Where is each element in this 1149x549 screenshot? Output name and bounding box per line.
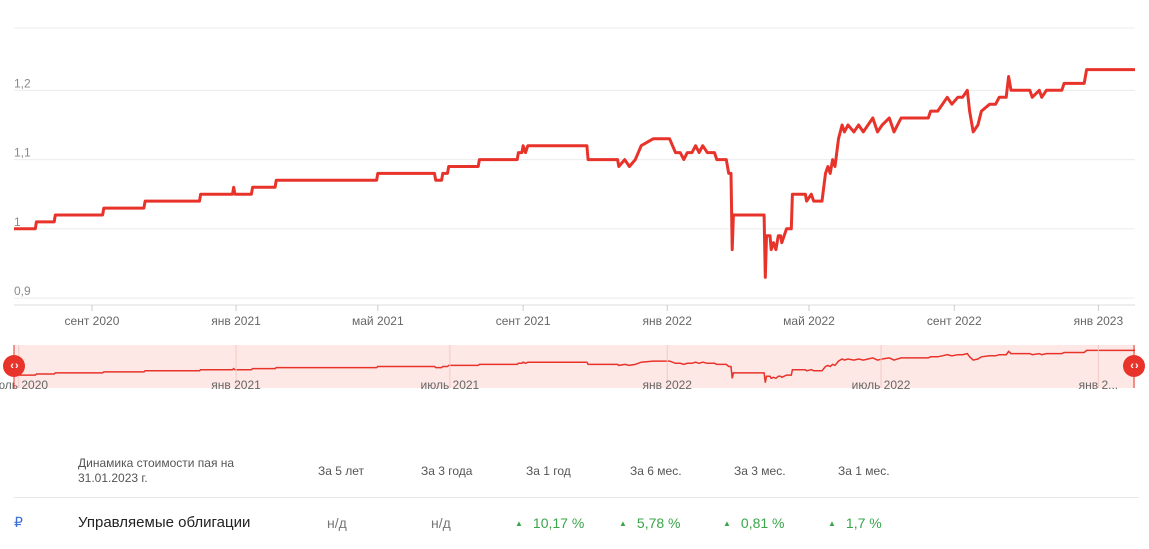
y-tick-label: 1 xyxy=(14,215,21,229)
value-3-months: ▲ 0,81 % xyxy=(723,515,785,531)
range-navigator[interactable]: июль 2020 янв 2021 июль 2021 янв 2022 июль 2… xyxy=(0,345,1135,392)
navigator-left-handle[interactable]: ‹ › xyxy=(3,355,25,377)
navigator-series-line xyxy=(14,349,1135,383)
table-divider xyxy=(14,497,1139,498)
column-1-month: За 1 мес. xyxy=(838,464,890,478)
navigator-tick-label: янв 2... xyxy=(1079,378,1119,392)
column-3-years: За 3 года xyxy=(421,464,473,478)
navigator-tick-label: янв 2022 xyxy=(642,378,692,392)
value-1-year-text: 10,17 % xyxy=(532,515,585,531)
series-line xyxy=(14,68,1135,279)
navigator-tick-label: янв 2021 xyxy=(211,378,261,392)
main-series xyxy=(14,68,1135,279)
navigator-right-handle[interactable]: ‹ › xyxy=(1123,355,1145,377)
resize-arrows-icon: ‹ › xyxy=(10,360,18,372)
column-6-months: За 6 мес. xyxy=(630,464,682,478)
column-3-months: За 3 мес. xyxy=(734,464,786,478)
value-3-months-text: 0,81 % xyxy=(740,515,785,531)
navigator-tick-label: июль 2022 xyxy=(852,378,911,392)
value-1-month-text: 1,7 % xyxy=(845,515,882,531)
navigator-tick-label: июль 2021 xyxy=(421,378,480,392)
x-tick-label: янв 2022 xyxy=(642,314,692,328)
x-tick-label: сент 2020 xyxy=(65,314,120,328)
value-1-year: ▲ 10,17 % xyxy=(515,515,584,531)
ruble-icon: ₽ xyxy=(14,514,23,530)
x-tick-label: сент 2022 xyxy=(927,314,982,328)
x-tick-label: янв 2023 xyxy=(1074,314,1124,328)
x-tick-label: май 2022 xyxy=(783,314,835,328)
x-axis: сент 2020 янв 2021 май 2021 сент 2021 янв 20… xyxy=(65,305,1124,328)
x-tick-label: май 2021 xyxy=(352,314,404,328)
navigator-tick-label: июль 2020 xyxy=(0,378,48,392)
table-header-title: Динамика стоимости пая на 31.01.2023 г. xyxy=(78,456,235,485)
value-3-years: н/д xyxy=(431,515,451,531)
navigator-band xyxy=(14,345,1135,388)
up-arrow-icon: ▲ xyxy=(723,519,731,528)
y-tick-label: 0,9 xyxy=(14,284,31,298)
up-arrow-icon: ▲ xyxy=(828,519,836,528)
up-arrow-icon: ▲ xyxy=(619,519,627,528)
price-chart[interactable]: 0,911,11,2 сент 2020 янв 2021 май 2021 сент… xyxy=(0,0,1149,440)
y-axis: 0,9 1 1,1 1,2 xyxy=(14,76,31,298)
y-tick-label: 1,2 xyxy=(14,76,31,90)
y-tick-label: 1,1 xyxy=(14,146,31,160)
x-tick-label: сент 2021 xyxy=(496,314,551,328)
value-1-month: ▲ 1,7 % xyxy=(828,515,882,531)
column-5-years: За 5 лет xyxy=(318,464,365,478)
value-6-months-text: 5,78 % xyxy=(636,515,681,531)
x-tick-label: янв 2021 xyxy=(211,314,261,328)
resize-arrows-icon: ‹ › xyxy=(1130,360,1138,372)
grid-lines xyxy=(14,27,1135,306)
value-6-months: ▲ 5,78 % xyxy=(619,515,681,531)
up-arrow-icon: ▲ xyxy=(515,519,523,528)
fund-name: Управляемые облигации xyxy=(78,514,251,531)
value-5-years: н/д xyxy=(327,515,347,531)
column-1-year: За 1 год xyxy=(526,464,571,478)
